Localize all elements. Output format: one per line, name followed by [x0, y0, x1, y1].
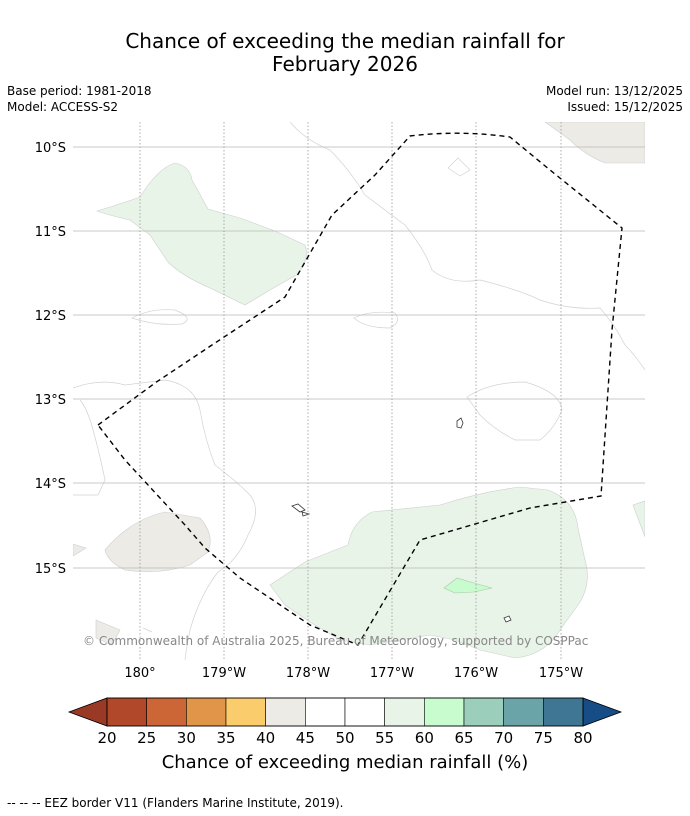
- lon-label-176w: 176°W: [454, 666, 498, 681]
- lon-label-177w: 177°W: [370, 666, 414, 681]
- eez-legend-note: -- -- -- EEZ border V11 (Flanders Marine…: [7, 796, 344, 810]
- island-south: [503, 615, 512, 623]
- lon-label-179w: 179°W: [202, 666, 246, 681]
- dry-region-southwest-small: [73, 543, 87, 557]
- colorbar-under-arrow: [67, 697, 108, 727]
- lat-label-13s: 13°S: [35, 393, 66, 408]
- colorbar-tick-label: 60: [415, 729, 434, 747]
- colorbar-frame: [106, 697, 584, 727]
- lon-label-178w: 178°W: [286, 666, 330, 681]
- copyright-notice: © Commonwealth of Australia 2025, Bureau…: [83, 634, 588, 648]
- colorbar-swatch: [503, 697, 544, 727]
- lat-label-15s: 15°S: [35, 562, 66, 577]
- colorbar-title: Chance of exceeding median rainfall (%): [161, 752, 529, 773]
- dry-region-southwest: [104, 511, 211, 572]
- wet-region-east-edge: [632, 500, 645, 538]
- gridlines: [73, 122, 645, 660]
- lat-label-10s: 10°S: [35, 141, 66, 156]
- colorbar-swatch: [543, 697, 584, 727]
- colorbar-tick-label: 70: [494, 729, 513, 747]
- base-period: Base period: 1981-2018: [7, 84, 152, 98]
- colorbar-swatch: [225, 697, 266, 727]
- colorbar-swatch: [305, 697, 346, 727]
- island-east: [456, 417, 464, 429]
- colorbar-swatch: [463, 697, 504, 727]
- meta-left: Base period: 1981-2018 Model: ACCESS-S2: [7, 83, 152, 115]
- colorbar-tick-label: 65: [454, 729, 473, 747]
- chart-title: Chance of exceeding the median rainfall …: [0, 30, 690, 76]
- dry-region-northeast: [544, 122, 645, 164]
- lat-label-11s: 11°S: [35, 225, 66, 240]
- colorbar-swatch: [186, 697, 227, 727]
- lon-label-175w: 175°W: [539, 666, 583, 681]
- colorbar-swatch: [424, 697, 465, 727]
- colorbar-over-arrow: [582, 697, 623, 727]
- lon-label-180: 180°: [124, 666, 155, 681]
- colorbar-tick-label: 40: [256, 729, 275, 747]
- wet-region-south: [269, 486, 588, 659]
- colorbar-swatch: [146, 697, 187, 727]
- colorbar-tick-label: 80: [573, 729, 592, 747]
- model-run: Model run: 13/12/2025: [545, 84, 683, 98]
- title-line-1: Chance of exceeding the median rainfall …: [125, 29, 565, 53]
- colorbar-tick-label: 55: [375, 729, 394, 747]
- lat-label-12s: 12°S: [35, 309, 66, 324]
- map-area: [73, 122, 645, 660]
- island-west: [291, 503, 311, 517]
- contour-lines: [73, 122, 645, 660]
- colorbar-swatch: [265, 697, 306, 727]
- lat-label-14s: 14°S: [35, 477, 66, 492]
- dry-region-south-edge: [95, 619, 121, 646]
- wet-region-northwest: [96, 162, 307, 306]
- colorbar-swatch: [344, 697, 385, 727]
- colorbar: 20 25 30 35 40 45 50 55 60 65 70 75 80: [67, 697, 623, 747]
- colorbar-tick-label: 75: [534, 729, 553, 747]
- colorbar-tick-label: 50: [335, 729, 354, 747]
- colorbar-tick-label: 45: [296, 729, 315, 747]
- meta-right: Model run: 13/12/2025 Issued: 15/12/2025: [546, 83, 683, 115]
- colorbar-tick-label: 35: [216, 729, 235, 747]
- wet-region-south-core: [443, 577, 493, 594]
- colorbar-swatch: [106, 697, 147, 727]
- colorbar-tick-label: 25: [137, 729, 156, 747]
- title-line-2: February 2026: [272, 52, 418, 76]
- colorbar-swatch: [384, 697, 425, 727]
- eez-border: [97, 132, 623, 646]
- colorbar-tick-label: 20: [97, 729, 116, 747]
- colorbar-tick-label: 30: [177, 729, 196, 747]
- issued-date: Issued: 15/12/2025: [567, 100, 683, 114]
- model-name: Model: ACCESS-S2: [7, 100, 119, 114]
